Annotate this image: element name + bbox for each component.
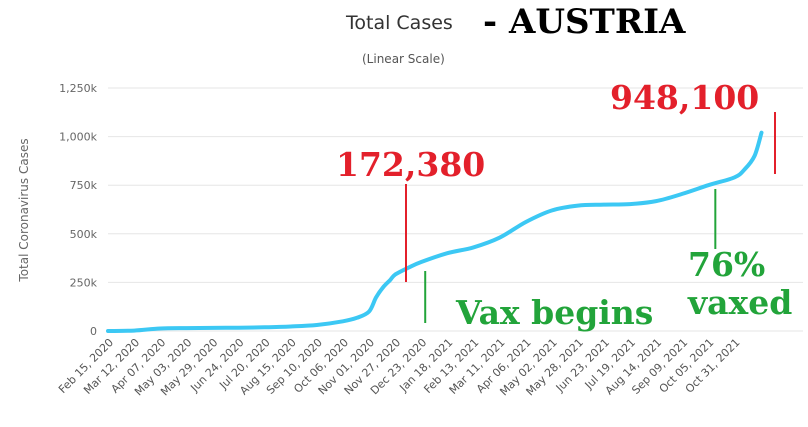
- y-tick-label: 500k: [70, 228, 98, 241]
- y-tick-label: 1,250k: [59, 82, 97, 95]
- vaxed-percent-annotation: 76%: [688, 245, 766, 284]
- chart-subtitle: (Linear Scale): [362, 52, 445, 66]
- vaxed-word-annotation: vaxed: [688, 283, 793, 322]
- gridlines: [108, 87, 803, 332]
- chart-title: Total Cases: [346, 12, 453, 34]
- first-value-annotation: 172,380: [336, 145, 486, 184]
- y-tick-label: 0: [90, 325, 97, 338]
- vax-begins-annotation: Vax begins: [456, 293, 654, 332]
- country-title: - AUSTRIA: [483, 2, 686, 42]
- y-tick-label: 250k: [70, 276, 98, 289]
- total-cases-line: [106, 130, 764, 333]
- y-tick-labels: 0 250k 500k 750k 1,000k 1,250k: [59, 82, 97, 338]
- current-value-annotation: 948,100: [610, 78, 760, 117]
- y-axis-label: Total Coronavirus Cases: [17, 138, 31, 282]
- y-tick-label: 750k: [70, 179, 98, 192]
- y-tick-label: 1,000k: [59, 131, 97, 144]
